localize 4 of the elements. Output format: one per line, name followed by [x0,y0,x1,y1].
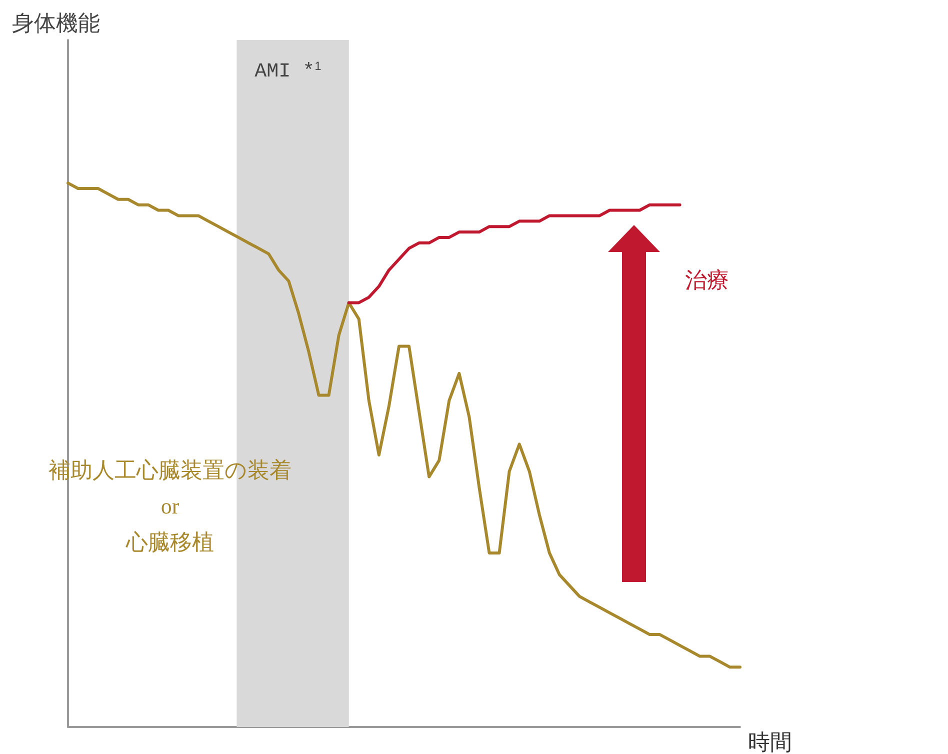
text: 補助人工心臓装置の装着 or 心臓移植 [48,458,292,554]
text: 身体機能 [12,10,100,36]
text: 治療 [685,268,729,292]
x-axis-title: 時間 [748,730,792,754]
